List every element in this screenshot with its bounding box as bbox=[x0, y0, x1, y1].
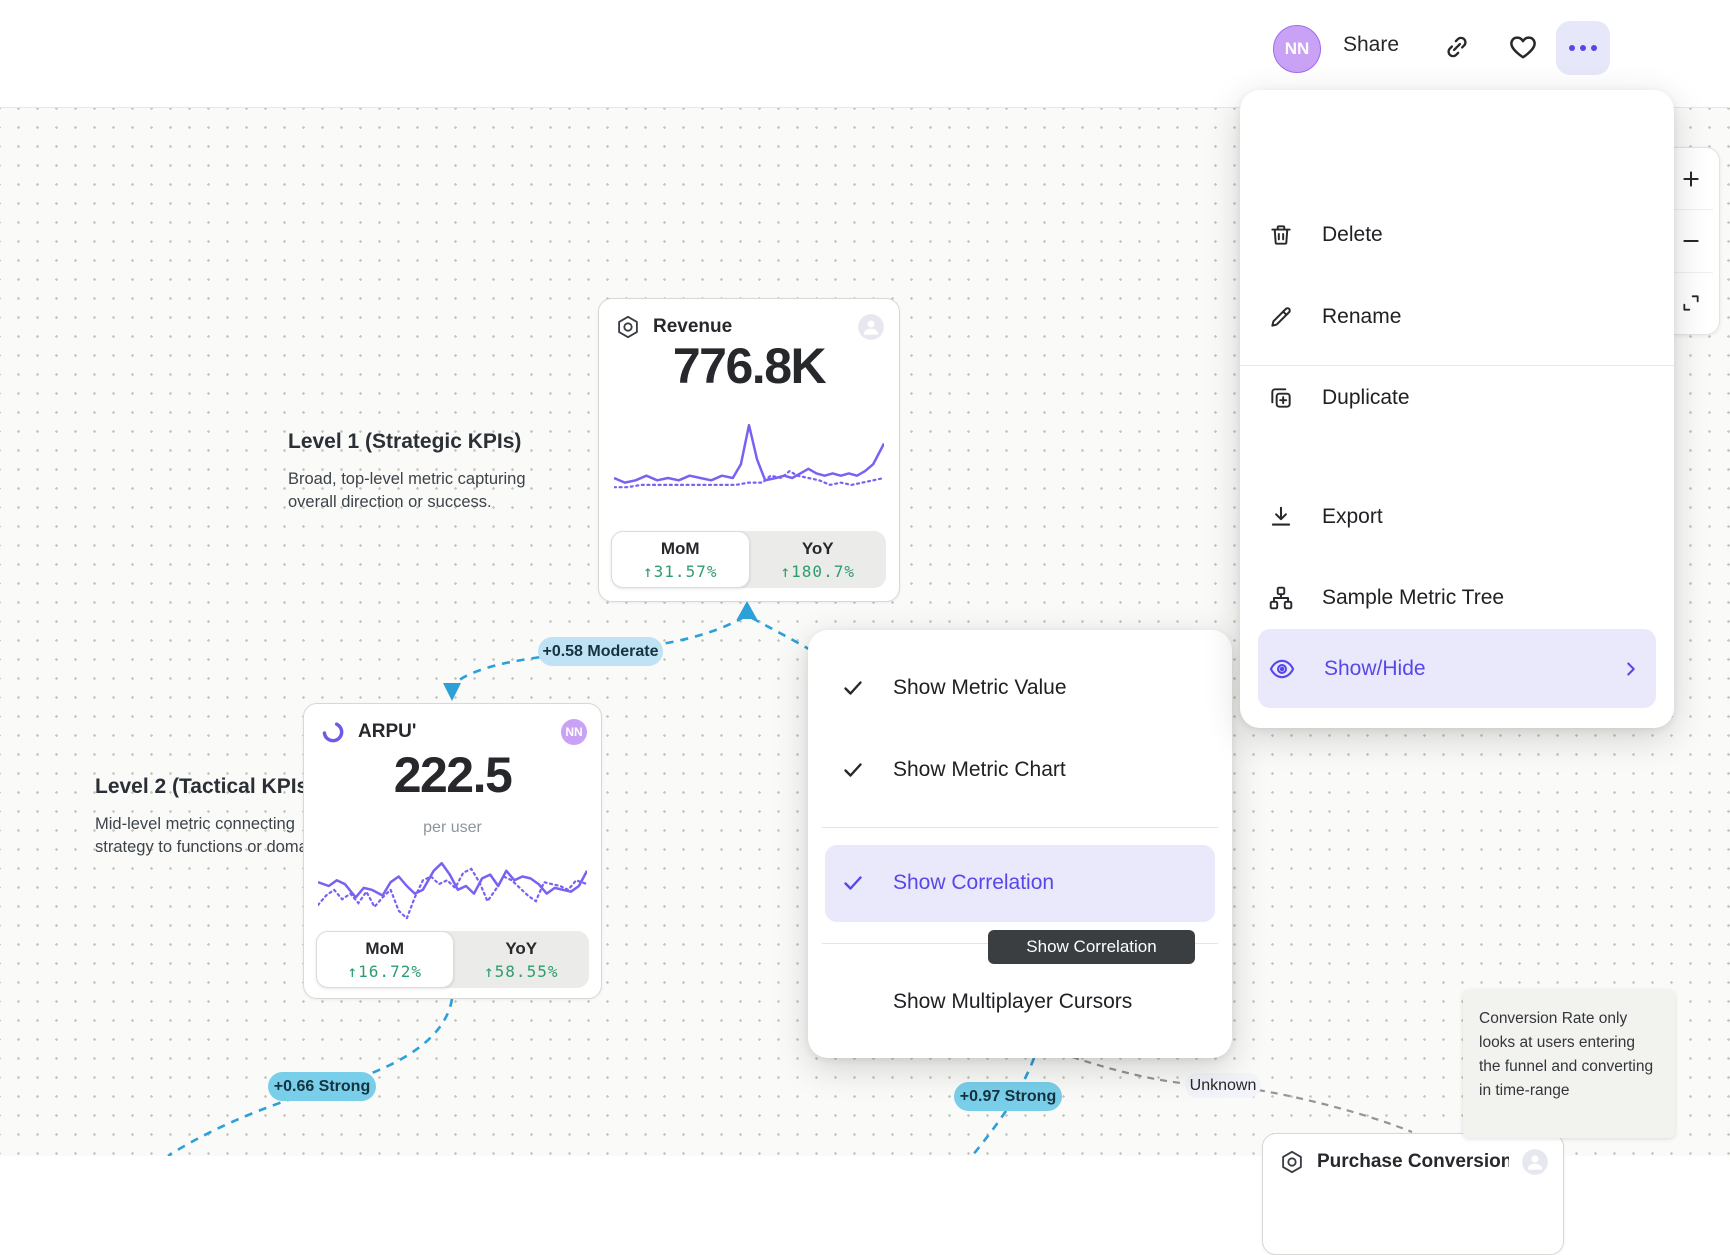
submenu-item-label: Show Metric Value bbox=[893, 676, 1067, 699]
favorite-button[interactable] bbox=[1506, 30, 1540, 64]
link-icon bbox=[1447, 36, 1467, 58]
submenu-highlight bbox=[825, 845, 1215, 922]
zoom-out-button[interactable] bbox=[1663, 210, 1719, 271]
pencil-icon bbox=[1271, 307, 1291, 327]
mom-toggle[interactable]: MoM ↑31.57% bbox=[611, 531, 750, 588]
card-title: ARPU' bbox=[358, 721, 417, 742]
yoy-value: ↑58.55% bbox=[484, 961, 559, 981]
level1-line2: overall direction or success. bbox=[288, 493, 492, 511]
toolbar-divider bbox=[1669, 271, 1713, 273]
metric-hexagon-icon bbox=[1282, 1150, 1302, 1174]
more-menu-button[interactable] bbox=[1556, 21, 1610, 75]
correlation-badge-moderate: +0.58 Moderate bbox=[538, 637, 663, 666]
fit-view-button[interactable] bbox=[1663, 273, 1719, 334]
metric-unit: per user bbox=[423, 819, 482, 836]
level2-label: Level 2 (Tactical KPIs Mid-level metric … bbox=[95, 775, 308, 859]
tooltip: Show Correlation bbox=[988, 930, 1195, 964]
eye-icon bbox=[1269, 659, 1295, 678]
menu-item-label: Delete bbox=[1322, 223, 1383, 246]
correlation-badge-unknown: Unknown bbox=[1185, 1073, 1261, 1098]
comparison-toggle: MoM ↑16.72% YoY ↑58.55% bbox=[316, 931, 589, 988]
menu-item-duplicate[interactable]: Duplicate bbox=[1268, 358, 1646, 438]
correlation-badge-strong-097: +0.97 Strong bbox=[954, 1082, 1062, 1111]
level2-line2: strategy to functions or doma bbox=[95, 838, 308, 856]
level1-label: Level 1 (Strategic KPIs) Broad, top-leve… bbox=[288, 430, 526, 514]
sparkline-chart bbox=[614, 423, 884, 489]
duplicate-icon bbox=[1271, 388, 1291, 408]
tree-icon bbox=[1269, 586, 1293, 610]
submenu-item-show-metric-chart[interactable]: Show Metric Chart bbox=[808, 730, 1232, 810]
submenu-divider bbox=[822, 827, 1218, 828]
comparison-toggle: MoM ↑31.57% YoY ↑180.7% bbox=[611, 531, 886, 588]
plus-icon bbox=[1683, 170, 1699, 187]
owner-avatar-icon bbox=[1522, 1149, 1548, 1175]
level1-title: Level 1 (Strategic KPIs) bbox=[288, 430, 522, 453]
minus-icon bbox=[1683, 239, 1699, 242]
zoom-in-button[interactable] bbox=[1663, 148, 1719, 209]
level1-line1: Broad, top-level metric capturing bbox=[288, 470, 526, 488]
toolbar-divider bbox=[1669, 209, 1713, 211]
menu-divider bbox=[1240, 365, 1674, 366]
menu-item-delete[interactable]: Delete bbox=[1268, 195, 1646, 275]
yoy-toggle[interactable]: YoY ↑180.7% bbox=[750, 531, 887, 588]
more-dot bbox=[1591, 45, 1597, 51]
menu-item-label: Duplicate bbox=[1322, 386, 1410, 409]
menu-item-label: Show/Hide bbox=[1324, 656, 1426, 680]
menu-item-label: Sample Metric Tree bbox=[1322, 586, 1505, 609]
show-hide-submenu: Show Metric Value Show Metric Chart Show… bbox=[808, 630, 1232, 1058]
trash-icon bbox=[1271, 225, 1291, 245]
submenu-item-show-correlation[interactable]: Show Correlation bbox=[808, 843, 1232, 923]
metric-card-arpu[interactable]: ARPU' NN 222.5 per user MoM ↑16.72% YoY … bbox=[303, 703, 602, 999]
yoy-toggle[interactable]: YoY ↑58.55% bbox=[454, 931, 590, 988]
heart-icon bbox=[1510, 36, 1536, 59]
metric-hexagon-icon bbox=[618, 315, 638, 339]
copy-link-button[interactable] bbox=[1440, 30, 1474, 64]
mom-value: ↑31.57% bbox=[643, 561, 718, 581]
yoy-value: ↑180.7% bbox=[780, 561, 855, 581]
sparkline-chart bbox=[318, 861, 587, 921]
mom-label: MoM bbox=[660, 538, 700, 558]
submenu-item-label: Show Metric Chart bbox=[893, 758, 1066, 781]
mom-toggle[interactable]: MoM ↑16.72% bbox=[316, 931, 454, 988]
submenu-item-label: Show Correlation bbox=[893, 871, 1055, 894]
menu-item-label: Rename bbox=[1322, 305, 1402, 328]
metric-value: 776.8K bbox=[672, 338, 827, 394]
arc-metric-icon bbox=[322, 721, 344, 743]
more-dot bbox=[1580, 45, 1586, 51]
note-conversion-rate[interactable]: Conversion Rate only looks at users ente… bbox=[1463, 990, 1675, 1138]
level2-title: Level 2 (Tactical KPIs bbox=[95, 775, 309, 798]
check-icon bbox=[844, 681, 862, 695]
level2-line1: Mid-level metric connecting bbox=[95, 815, 295, 833]
chevron-right-icon bbox=[1627, 661, 1635, 676]
menu-item-sample-metric-tree[interactable]: Sample Metric Tree bbox=[1268, 558, 1646, 638]
metric-value: 222.5 bbox=[393, 747, 513, 803]
download-icon bbox=[1271, 506, 1291, 526]
mom-value: ↑16.72% bbox=[347, 961, 422, 981]
menu-item-rename[interactable]: Rename bbox=[1268, 277, 1646, 357]
mom-label: MoM bbox=[365, 938, 405, 958]
more-dropdown-menu: Delete Rename Duplicate Export Sample Me… bbox=[1240, 90, 1674, 728]
submenu-item-show-multiplayer-cursors[interactable]: Show Multiplayer Cursors bbox=[808, 962, 1232, 1042]
check-icon bbox=[844, 763, 862, 777]
menu-item-show-hide[interactable]: Show/Hide bbox=[1258, 629, 1656, 708]
check-icon bbox=[844, 876, 862, 890]
card-title: Revenue bbox=[653, 316, 733, 337]
more-dot bbox=[1569, 45, 1575, 51]
share-button[interactable]: Share bbox=[1343, 33, 1400, 56]
menu-item-export[interactable]: Export bbox=[1268, 477, 1646, 557]
expand-icon bbox=[1683, 295, 1699, 311]
yoy-label: YoY bbox=[801, 538, 834, 558]
metric-card-purchase[interactable]: Purchase Conversion R bbox=[1262, 1133, 1564, 1255]
owner-badge: NN bbox=[561, 719, 587, 745]
yoy-label: YoY bbox=[505, 938, 538, 958]
owner-avatar-icon bbox=[858, 314, 884, 340]
card-title: Purchase Conversion R bbox=[1317, 1151, 1509, 1172]
correlation-badge-strong-066: +0.66 Strong bbox=[268, 1072, 376, 1101]
user-avatar[interactable]: NN bbox=[1273, 25, 1321, 73]
metric-card-revenue[interactable]: Revenue 776.8K MoM ↑31.57% YoY ↑180.7% bbox=[598, 298, 900, 602]
menu-item-label: Export bbox=[1322, 505, 1383, 528]
submenu-item-label: Show Multiplayer Cursors bbox=[893, 990, 1133, 1013]
submenu-item-show-metric-value[interactable]: Show Metric Value bbox=[808, 648, 1232, 728]
